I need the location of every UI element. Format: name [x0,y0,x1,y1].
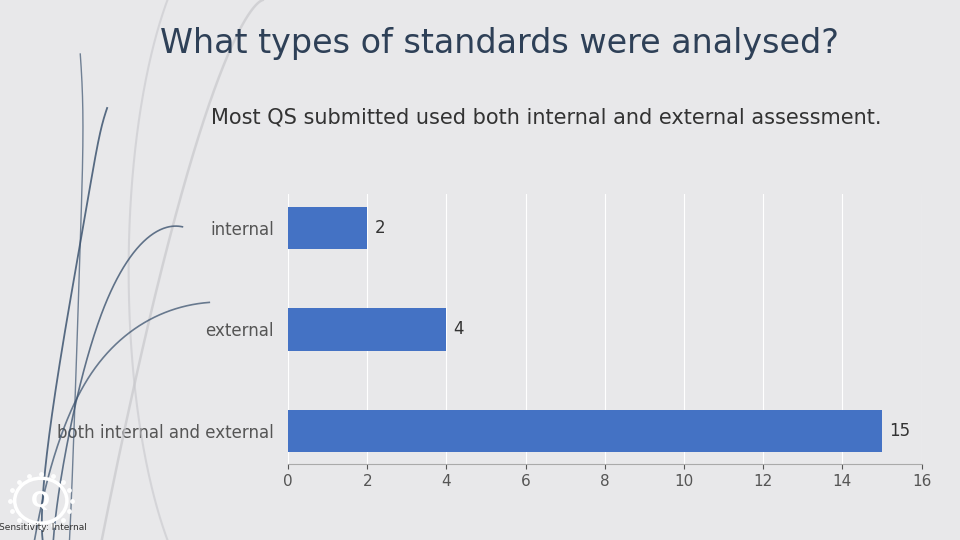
Text: 2: 2 [374,219,385,237]
Text: What types of standards were analysed?: What types of standards were analysed? [159,27,839,60]
Text: 15: 15 [889,422,910,440]
Text: Q: Q [32,491,50,511]
Text: Most QS submitted used both internal and external assessment.: Most QS submitted used both internal and… [211,108,881,128]
Text: 4: 4 [453,320,464,339]
Bar [288,308,446,350]
Bar [288,207,367,249]
Bar [288,409,882,452]
Text: Sensitivity: Internal: Sensitivity: Internal [0,523,87,532]
